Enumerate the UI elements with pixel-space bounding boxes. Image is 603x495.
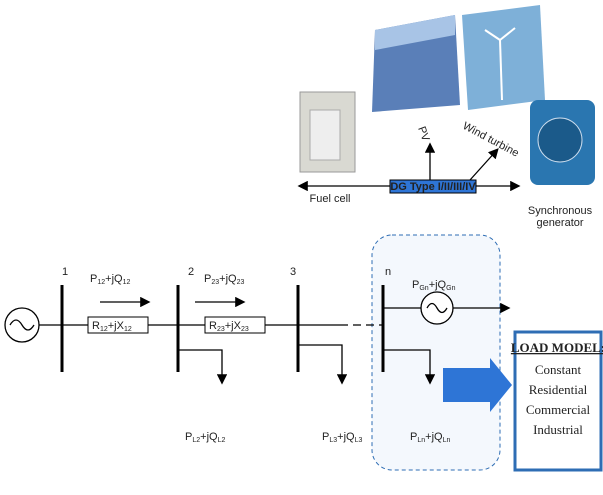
t: +jQ (425, 431, 443, 443)
dg-arrow (470, 150, 497, 180)
t: 23 (217, 326, 225, 333)
t: L3 (355, 437, 363, 444)
flow-label: P12+jQ12 (90, 273, 130, 286)
bus-label: n (385, 266, 391, 278)
t: +jX (225, 320, 242, 332)
fuel-cell-label: Fuel cell (310, 193, 351, 205)
wind-picture (462, 5, 545, 110)
t: P (185, 431, 192, 443)
generator-label: Synchronous (528, 205, 593, 217)
flow-label: P23+jQ23 (204, 273, 244, 286)
t: L2 (218, 437, 226, 444)
t: 23 (241, 326, 249, 333)
t: P (204, 273, 211, 285)
t: Gn (446, 285, 455, 292)
t: P (322, 431, 329, 443)
load-model-item: Constant (535, 362, 582, 377)
dg-type-label: DG Type I/II/III/IV (390, 181, 476, 193)
load-model-title: LOAD MODEL: (511, 340, 603, 355)
t: +jX (108, 320, 125, 332)
bus-label: 2 (188, 266, 194, 278)
t: P (90, 273, 97, 285)
diagram: Fuel cell PV Wind turbine Synchronous ge… (0, 0, 603, 495)
load-label: PL3+jQL3 (322, 431, 362, 444)
bus-label: 3 (290, 266, 296, 278)
fuel-cell-picture (300, 92, 355, 172)
t: +jQ (337, 431, 355, 443)
pv-label: PV (415, 125, 432, 144)
t: Ln (443, 437, 451, 444)
t: 12 (123, 279, 131, 286)
t: 12 (97, 279, 105, 286)
t: 23 (211, 279, 219, 286)
t: L3 (329, 437, 337, 444)
t: R (92, 320, 100, 332)
t: R (209, 320, 217, 332)
t: +jQ (200, 431, 218, 443)
load-arrow (178, 350, 222, 382)
t: Gn (419, 285, 428, 292)
pv-picture (372, 15, 460, 112)
t: P (412, 279, 419, 291)
generator-picture (530, 100, 595, 185)
t: 12 (124, 326, 132, 333)
load-model-item: Commercial (526, 402, 591, 417)
load-model-item: Residential (529, 382, 588, 397)
t: Ln (417, 437, 425, 444)
t: 23 (237, 279, 245, 286)
t: 12 (100, 326, 108, 333)
t: +jQ (429, 279, 447, 291)
load-model-item: Industrial (533, 422, 583, 437)
t: P (410, 431, 417, 443)
load-label: PL2+jQL2 (185, 431, 225, 444)
t: L2 (192, 437, 200, 444)
wind-label: Wind turbine (461, 120, 521, 160)
generator-label: generator (536, 217, 583, 229)
t: +jQ (219, 273, 237, 285)
bus-label: 1 (62, 266, 68, 278)
t: +jQ (105, 273, 123, 285)
load-arrow (298, 345, 342, 382)
